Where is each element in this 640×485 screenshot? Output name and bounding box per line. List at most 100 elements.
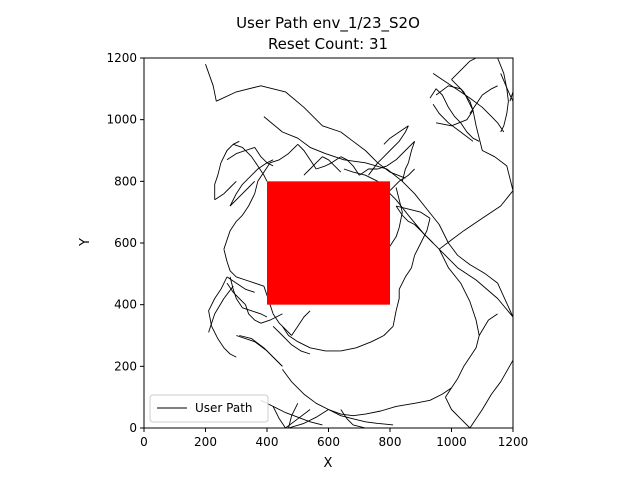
y-tick-label: 800	[114, 174, 137, 188]
user-path-segment	[478, 313, 498, 336]
user-path-segment	[208, 285, 234, 333]
user-path-segment	[429, 88, 480, 142]
user-path-segment	[340, 131, 406, 179]
chart-subtitle: Reset Count: 31	[268, 35, 388, 53]
user-path-segment	[254, 147, 274, 167]
user-path-segment	[229, 177, 249, 207]
user-path-segment	[316, 156, 342, 170]
user-path-segment	[288, 409, 329, 428]
y-tick-label: 0	[129, 421, 137, 435]
user-path-segment	[500, 73, 513, 102]
user-path-segment	[291, 310, 311, 336]
user-path-segment	[263, 116, 513, 318]
legend-box	[149, 394, 269, 423]
user-path-segment	[389, 125, 409, 151]
user-path-segment	[340, 409, 354, 426]
user-path-segment	[392, 289, 400, 327]
user-path-segment	[438, 248, 480, 398]
plot-content	[205, 58, 513, 428]
x-axis: 0 200 400 600 800 1000 1200	[140, 428, 528, 449]
user-path-segment	[401, 162, 409, 182]
user-path-segment	[288, 403, 299, 428]
user-path-segment	[497, 58, 509, 133]
user-path-segment	[386, 140, 415, 167]
x-tick-label: 1200	[498, 435, 529, 449]
user-path-segment	[226, 276, 255, 293]
user-path-segment	[414, 218, 431, 256]
x-tick-label: 800	[379, 435, 402, 449]
user-path-segment	[322, 156, 342, 173]
y-tick-label: 1000	[106, 113, 137, 127]
obstacle-rect	[267, 181, 390, 305]
user-path-segment	[257, 165, 268, 182]
user-path-segment	[343, 168, 513, 318]
user-path-segment	[395, 205, 431, 219]
user-path-segment	[432, 104, 474, 142]
user-path-segment	[229, 276, 243, 309]
user-path-segment	[328, 409, 394, 426]
user-path-segment	[444, 397, 471, 428]
user-path-segment	[214, 180, 237, 201]
user-path-segment	[395, 187, 403, 228]
user-path-segment	[248, 159, 274, 179]
user-path-segment	[282, 326, 341, 352]
user-path-segment	[340, 325, 394, 352]
user-path-segment	[233, 143, 259, 167]
user-path-segment	[236, 276, 265, 287]
user-path-segment	[383, 125, 409, 145]
user-path-segment	[282, 369, 452, 417]
user-path-segment	[272, 313, 292, 336]
legend-label: User Path	[195, 401, 253, 415]
user-path-segment	[226, 282, 246, 306]
user-path-segment	[254, 162, 271, 194]
user-path-segment	[220, 140, 240, 163]
user-path-segment	[235, 193, 256, 222]
user-path-segment	[211, 326, 237, 358]
user-path-segment	[469, 359, 513, 428]
user-path-segment	[395, 205, 415, 225]
y-tick-label: 600	[114, 236, 137, 250]
user-path-segment	[435, 85, 474, 127]
user-path-segment	[223, 221, 237, 250]
user-path-segment	[260, 313, 283, 324]
x-tick-label: 200	[194, 435, 217, 449]
user-path-segment	[340, 156, 360, 176]
user-path-segment	[509, 91, 513, 102]
user-path-segment	[297, 143, 317, 170]
user-path-segment	[214, 162, 222, 200]
chart-title: User Path env_1/23_S2O	[236, 14, 420, 33]
y-tick-label: 400	[114, 298, 137, 312]
legend: User Path	[149, 394, 269, 423]
user-path-segment	[272, 406, 286, 428]
user-path-segment	[205, 64, 217, 102]
user-path-segment	[398, 255, 416, 290]
user-path-segment	[272, 325, 311, 355]
user-path-segment	[451, 58, 477, 80]
user-path-segment	[469, 85, 498, 114]
user-path-segment	[438, 190, 513, 250]
user-path-segment	[368, 150, 391, 176]
user-path-segment	[451, 79, 513, 191]
user-path-segment	[208, 276, 228, 327]
user-path-segment	[216, 85, 341, 133]
y-tick-label: 1200	[106, 51, 137, 65]
user-path-segment	[414, 224, 434, 244]
user-path-segment	[303, 156, 323, 176]
user-path-segment	[269, 143, 299, 164]
y-axis-label: Y	[78, 238, 93, 247]
plot-area	[143, 57, 514, 429]
user-path-segment	[407, 141, 416, 163]
x-tick-label: 400	[256, 435, 279, 449]
y-tick-label: 200	[114, 359, 137, 373]
user-path-segment	[223, 249, 237, 278]
x-axis-label: X	[324, 456, 333, 471]
user-path-segment	[226, 146, 255, 161]
user-path-segment	[229, 180, 256, 207]
y-axis: 0 200 400 600 800 1000 1200	[106, 51, 144, 435]
user-path-segment	[242, 307, 268, 318]
x-tick-label: 0	[140, 435, 148, 449]
user-path-segment	[239, 335, 283, 367]
user-path-segment	[389, 168, 415, 191]
